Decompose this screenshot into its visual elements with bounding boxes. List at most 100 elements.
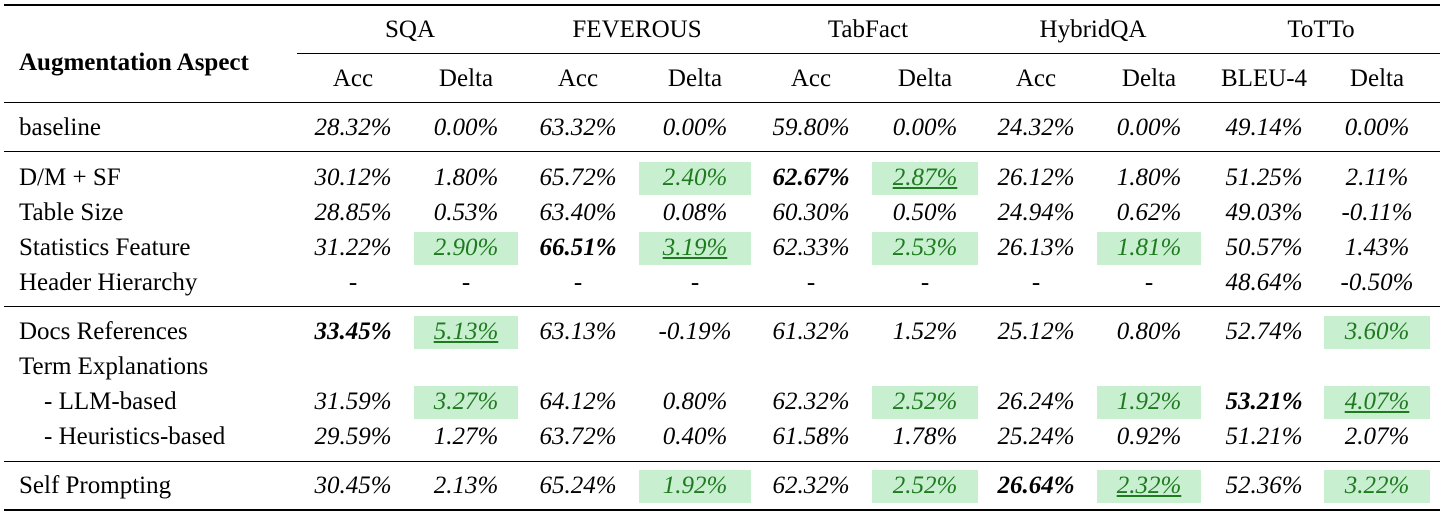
- cell-highlight: [872, 232, 978, 265]
- table-cell: 0.00%: [662, 114, 728, 141]
- table-cell: 0.80%: [662, 388, 728, 415]
- row-label: Docs References: [19, 318, 188, 345]
- table-cell: 2.32%: [1116, 472, 1182, 499]
- table-cell: 0.50%: [892, 199, 958, 226]
- table-cell: 1.80%: [1116, 164, 1182, 191]
- table-cell: 0.92%: [1116, 423, 1182, 450]
- table-cell: -: [461, 269, 471, 296]
- cell-highlight: [1097, 386, 1201, 419]
- table-cell: 49.03%: [1225, 199, 1303, 226]
- table-cell: 62.33%: [772, 234, 850, 261]
- table-cell: 28.85%: [314, 199, 392, 226]
- dataset-header-feverous: FEVEROUS: [572, 16, 702, 43]
- table-cell: 25.12%: [997, 318, 1075, 345]
- table-cell: -: [573, 269, 583, 296]
- table-cell: 63.72%: [539, 423, 617, 450]
- table-cell: 0.80%: [1116, 318, 1182, 345]
- table-cell: 25.24%: [997, 423, 1075, 450]
- table-cell: 0.00%: [892, 114, 958, 141]
- table-cell: 63.32%: [539, 114, 617, 141]
- table-cell: 63.40%: [539, 199, 617, 226]
- table-cell: -: [1031, 269, 1041, 296]
- table-cell: 3.22%: [1344, 472, 1410, 499]
- subheader-delta: Delta: [897, 65, 953, 92]
- table-cell: 3.27%: [433, 388, 499, 415]
- subheader-acc: Acc: [332, 65, 374, 92]
- cell-highlight: [639, 232, 751, 265]
- cell-highlight: [1097, 232, 1201, 265]
- table-cell: 63.13%: [539, 318, 617, 345]
- table-cell: 3.60%: [1344, 318, 1410, 345]
- table-cell: 2.53%: [892, 234, 958, 261]
- row-label: D/M + SF: [19, 164, 121, 191]
- table-cell: 48.64%: [1225, 269, 1303, 296]
- table-bottom-rule: [4, 509, 1440, 511]
- table-cell: 60.30%: [772, 199, 850, 226]
- row-label: baseline: [19, 114, 101, 141]
- subheader-delta: Delta: [1349, 65, 1405, 92]
- row-label: Statistics Feature: [19, 234, 191, 261]
- cell-highlight: [639, 470, 751, 503]
- header-bottom-rule: [4, 102, 1440, 103]
- subheader-acc: Acc: [790, 65, 832, 92]
- table-cell: 30.45%: [314, 472, 392, 499]
- table-cell: 1.80%: [433, 164, 499, 191]
- cell-highlight: [1324, 470, 1430, 503]
- row-label: - LLM-based: [44, 388, 177, 415]
- table-cell: 62.32%: [772, 388, 850, 415]
- table-cell: 66.51%: [539, 234, 617, 261]
- table-cell: -0.11%: [1341, 199, 1413, 226]
- table-cell: 65.72%: [539, 164, 617, 191]
- table-cell: -: [1144, 269, 1154, 296]
- cell-highlight: [872, 162, 978, 195]
- table-cell: 51.25%: [1225, 164, 1303, 191]
- cell-highlight: [414, 316, 518, 349]
- table-cell: 33.45%: [314, 318, 392, 345]
- table-cell: 2.87%: [892, 164, 958, 191]
- table-cell: 31.59%: [314, 388, 392, 415]
- corner-header: Augmentation Aspect: [19, 49, 249, 76]
- table-cell: 1.78%: [892, 423, 958, 450]
- table-top-rule: [4, 4, 1440, 6]
- table-cell: 26.13%: [997, 234, 1075, 261]
- table-cell: 1.43%: [1344, 234, 1410, 261]
- row-label: Table Size: [19, 199, 124, 226]
- table-cell: -0.19%: [658, 318, 732, 345]
- row-label: Header Hierarchy: [19, 269, 198, 296]
- table-cell: 0.62%: [1116, 199, 1182, 226]
- subheader-delta: Delta: [438, 65, 494, 92]
- dataset-header-tabfact: TabFact: [827, 16, 909, 43]
- cell-highlight: [872, 386, 978, 419]
- table-cell: 61.32%: [772, 318, 850, 345]
- dataset-header-hybridqa: HybridQA: [1039, 16, 1147, 43]
- table-cell: 2.52%: [892, 472, 958, 499]
- subheader-bleu-4: BLEU-4: [1220, 65, 1308, 92]
- table-cell: 0.00%: [1344, 114, 1410, 141]
- table-cell: 62.32%: [772, 472, 850, 499]
- table-cell: 2.52%: [892, 388, 958, 415]
- subheader-delta: Delta: [1121, 65, 1177, 92]
- table-cell: 29.59%: [314, 423, 392, 450]
- dataset-header-sqa: SQA: [384, 16, 435, 43]
- cell-highlight: [414, 232, 518, 265]
- table-cell: -0.50%: [1340, 269, 1414, 296]
- table-cell: 62.67%: [772, 164, 850, 191]
- table-cell: -: [690, 269, 700, 296]
- table-cell: -: [920, 269, 930, 296]
- subheader-delta: Delta: [667, 65, 723, 92]
- table-cell: 2.07%: [1344, 423, 1410, 450]
- cell-highlight: [872, 470, 978, 503]
- table-cell: 1.92%: [1116, 388, 1182, 415]
- subheader-acc: Acc: [1015, 65, 1057, 92]
- table-cell: -: [806, 269, 816, 296]
- table-cell: 24.32%: [997, 114, 1075, 141]
- table-cell: 26.24%: [997, 388, 1075, 415]
- table-cell: 5.13%: [433, 318, 499, 345]
- cell-highlight: [1324, 316, 1430, 349]
- table-cell: 1.92%: [662, 472, 728, 499]
- cell-highlight: [1097, 470, 1201, 503]
- table-cell: 65.24%: [539, 472, 617, 499]
- table-cell: 52.74%: [1225, 318, 1303, 345]
- table-cell: 51.21%: [1225, 423, 1303, 450]
- group-rule-3: [4, 461, 1440, 462]
